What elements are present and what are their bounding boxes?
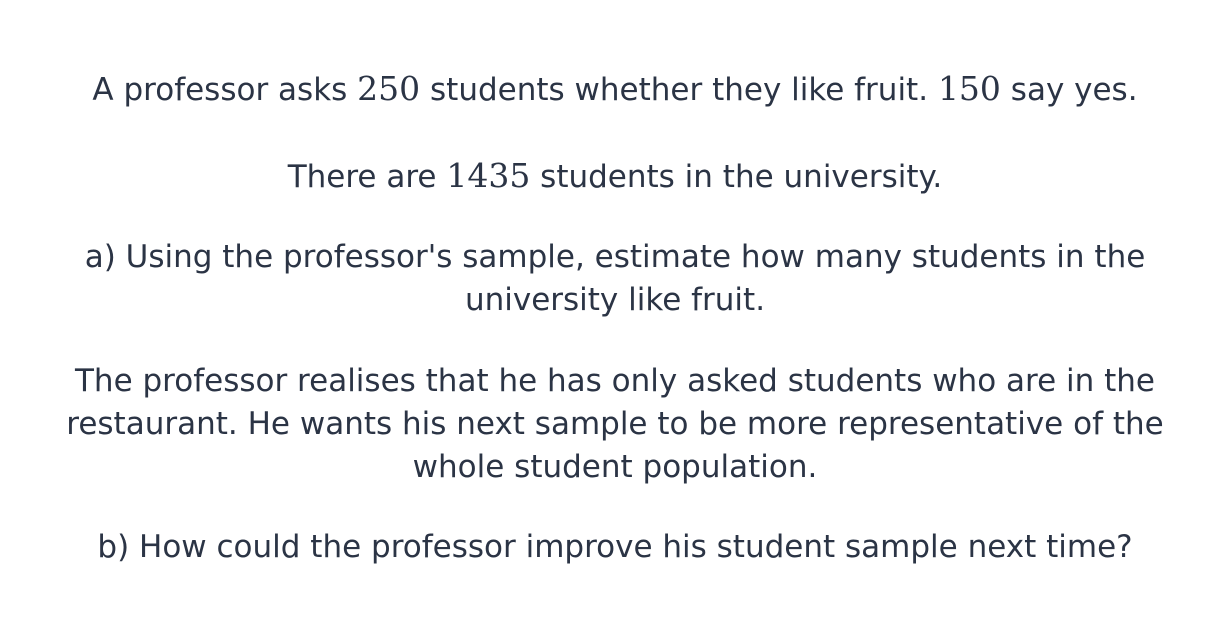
- survey-statement: A professor asks 250 students whether th…: [0, 67, 1230, 112]
- sample-size-number: 250: [357, 69, 421, 108]
- yes-count-number: 150: [937, 69, 1001, 108]
- population-text-end: students in the university.: [530, 159, 943, 195]
- part-b-question: b) How could the professor improve his s…: [97, 529, 1133, 565]
- context-paragraph: The professor realises that he has only …: [66, 363, 1164, 485]
- part-a-question: a) Using the professor's sample, estimat…: [84, 239, 1146, 318]
- survey-text-middle: students whether they like fruit.: [420, 72, 938, 108]
- survey-text-start: A professor asks: [92, 72, 358, 108]
- population-number: 1435: [446, 156, 531, 195]
- population-statement: There are 1435 students in the universit…: [0, 154, 1230, 199]
- population-text-start: There are: [287, 159, 447, 195]
- survey-text-end: say yes.: [1000, 72, 1138, 108]
